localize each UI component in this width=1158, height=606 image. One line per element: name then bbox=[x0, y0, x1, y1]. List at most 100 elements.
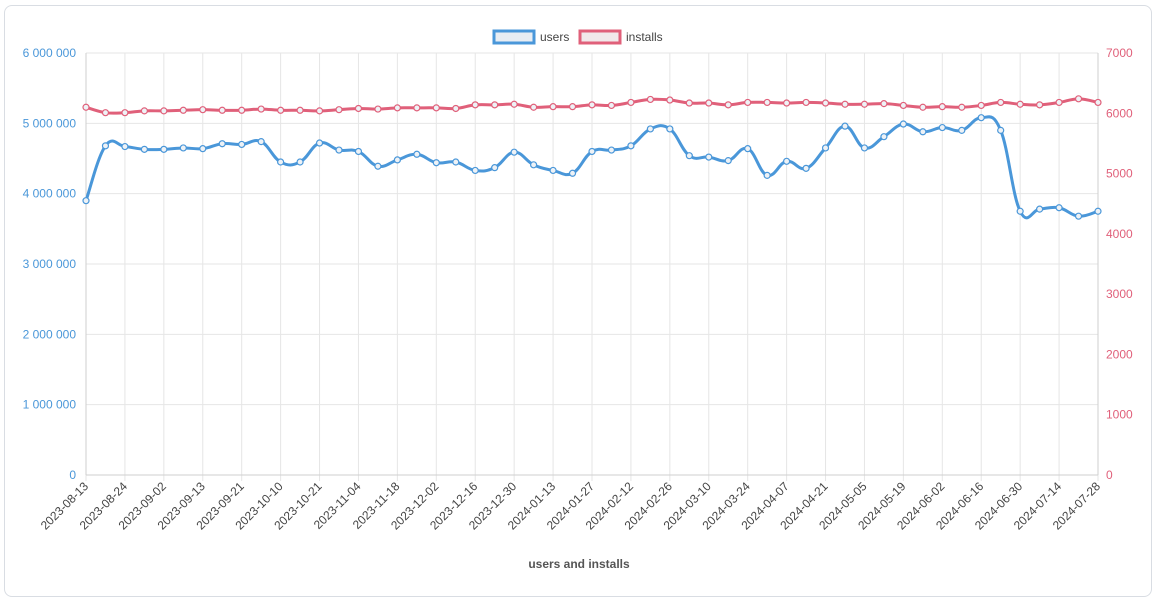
data-point-installs[interactable] bbox=[315, 107, 324, 115]
data-point-users[interactable] bbox=[549, 166, 557, 175]
data-point-installs[interactable] bbox=[140, 107, 148, 115]
data-point-installs[interactable] bbox=[880, 100, 888, 108]
data-point-users[interactable] bbox=[1055, 204, 1063, 212]
data-point-installs[interactable] bbox=[471, 101, 479, 109]
data-point-users[interactable] bbox=[646, 125, 654, 133]
data-point-users[interactable] bbox=[1036, 205, 1044, 213]
data-point-installs[interactable] bbox=[277, 106, 285, 114]
data-point-installs[interactable] bbox=[860, 100, 869, 108]
data-point-users[interactable] bbox=[432, 159, 440, 167]
data-point-users[interactable] bbox=[783, 157, 791, 165]
data-point-users[interactable] bbox=[491, 164, 499, 172]
data-point-installs[interactable] bbox=[491, 101, 499, 109]
data-point-installs[interactable] bbox=[666, 96, 674, 104]
legend-label-users[interactable]: users bbox=[540, 30, 569, 44]
data-point-installs[interactable] bbox=[919, 103, 927, 111]
data-point-installs[interactable] bbox=[101, 109, 110, 117]
data-point-installs[interactable] bbox=[160, 107, 168, 115]
data-point-installs[interactable] bbox=[607, 101, 616, 110]
data-point-installs[interactable] bbox=[510, 100, 518, 108]
data-point-users[interactable] bbox=[880, 133, 888, 141]
data-point-installs[interactable] bbox=[1036, 101, 1044, 109]
data-point-users[interactable] bbox=[627, 142, 635, 150]
data-point-users[interactable] bbox=[471, 166, 479, 175]
data-point-users[interactable] bbox=[140, 145, 148, 153]
data-point-installs[interactable] bbox=[705, 99, 713, 107]
data-point-installs[interactable] bbox=[393, 104, 401, 112]
data-point-users[interactable] bbox=[802, 164, 810, 172]
data-point-installs[interactable] bbox=[121, 109, 129, 117]
data-point-installs[interactable] bbox=[374, 105, 382, 113]
data-point-users[interactable] bbox=[841, 122, 849, 130]
data-point-users[interactable] bbox=[257, 138, 265, 146]
data-point-installs[interactable] bbox=[646, 95, 654, 104]
data-point-users[interactable] bbox=[666, 125, 674, 133]
data-point-installs[interactable] bbox=[568, 103, 577, 111]
data-point-users[interactable] bbox=[530, 161, 538, 169]
data-point-users[interactable] bbox=[744, 145, 752, 153]
data-point-installs[interactable] bbox=[997, 98, 1005, 107]
data-point-users[interactable] bbox=[763, 171, 771, 179]
data-point-installs[interactable] bbox=[335, 106, 343, 114]
data-point-installs[interactable] bbox=[821, 99, 830, 107]
data-point-users[interactable] bbox=[179, 144, 187, 152]
data-point-users[interactable] bbox=[607, 146, 616, 154]
data-point-installs[interactable] bbox=[413, 104, 421, 112]
data-point-installs[interactable] bbox=[452, 104, 460, 113]
data-point-users[interactable] bbox=[82, 197, 90, 205]
data-point-installs[interactable] bbox=[432, 104, 440, 112]
data-point-users[interactable] bbox=[354, 147, 363, 156]
data-point-installs[interactable] bbox=[218, 106, 226, 114]
data-point-users[interactable] bbox=[568, 169, 577, 177]
data-point-users[interactable] bbox=[296, 158, 304, 166]
data-point-users[interactable] bbox=[724, 157, 732, 165]
legend-swatch-users[interactable] bbox=[492, 29, 536, 45]
data-point-installs[interactable] bbox=[744, 98, 752, 107]
data-point-installs[interactable] bbox=[724, 101, 732, 109]
data-point-users[interactable] bbox=[685, 152, 693, 160]
data-point-users[interactable] bbox=[218, 140, 226, 148]
data-point-users[interactable] bbox=[997, 126, 1005, 134]
data-point-installs[interactable] bbox=[938, 103, 946, 111]
data-point-installs[interactable] bbox=[354, 104, 363, 113]
data-point-installs[interactable] bbox=[899, 101, 907, 110]
data-point-users[interactable] bbox=[452, 158, 460, 166]
data-point-users[interactable] bbox=[101, 142, 110, 150]
legend-swatch-installs[interactable] bbox=[578, 29, 622, 45]
data-point-installs[interactable] bbox=[588, 101, 596, 109]
data-point-installs[interactable] bbox=[238, 106, 246, 114]
data-point-installs[interactable] bbox=[1094, 98, 1102, 107]
data-point-installs[interactable] bbox=[958, 103, 966, 111]
data-point-users[interactable] bbox=[821, 144, 830, 152]
data-point-users[interactable] bbox=[588, 147, 596, 156]
data-point-installs[interactable] bbox=[841, 100, 849, 108]
data-point-users[interactable] bbox=[899, 120, 907, 128]
data-point-installs[interactable] bbox=[763, 98, 771, 107]
data-point-users[interactable] bbox=[315, 139, 324, 147]
data-point-installs[interactable] bbox=[685, 99, 693, 107]
data-point-installs[interactable] bbox=[179, 106, 187, 114]
data-point-installs[interactable] bbox=[257, 105, 265, 113]
data-point-installs[interactable] bbox=[1055, 98, 1063, 107]
data-point-users[interactable] bbox=[121, 142, 129, 151]
data-point-users[interactable] bbox=[919, 128, 927, 136]
data-point-users[interactable] bbox=[160, 145, 168, 153]
data-point-installs[interactable] bbox=[1016, 100, 1024, 108]
data-point-installs[interactable] bbox=[296, 106, 304, 114]
data-point-users[interactable] bbox=[705, 153, 713, 161]
data-point-users[interactable] bbox=[977, 114, 985, 122]
data-point-users[interactable] bbox=[374, 162, 382, 170]
data-point-users[interactable] bbox=[860, 144, 869, 152]
data-point-users[interactable] bbox=[413, 150, 421, 158]
data-point-users[interactable] bbox=[335, 146, 343, 154]
data-point-installs[interactable] bbox=[549, 103, 557, 111]
data-point-users[interactable] bbox=[1074, 212, 1083, 220]
data-point-installs[interactable] bbox=[783, 99, 791, 107]
data-point-users[interactable] bbox=[277, 158, 285, 166]
data-point-users[interactable] bbox=[393, 156, 401, 164]
data-point-installs[interactable] bbox=[199, 106, 207, 114]
data-point-users[interactable] bbox=[1016, 207, 1024, 215]
legend-label-installs[interactable]: installs bbox=[626, 30, 663, 44]
data-point-users[interactable] bbox=[238, 140, 246, 149]
data-point-installs[interactable] bbox=[530, 103, 538, 111]
